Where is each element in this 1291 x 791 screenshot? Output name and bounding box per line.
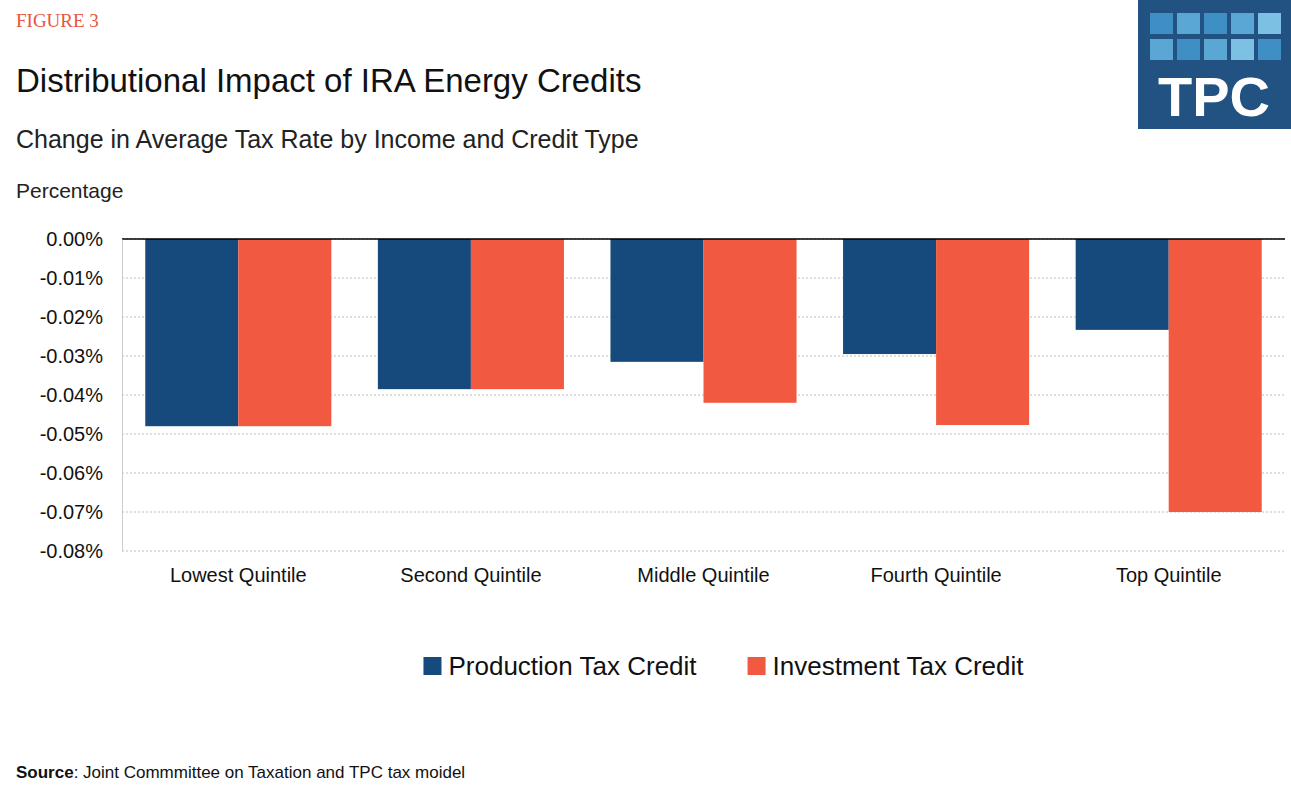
bar	[471, 239, 564, 389]
title: Distributional Impact of IRA Energy Cred…	[16, 62, 641, 99]
grid-line	[122, 434, 1285, 435]
legend-item: Investment Tax Credit	[748, 651, 1025, 681]
logo-square	[1177, 13, 1200, 34]
grid-line	[122, 512, 1285, 513]
x-tick: Fourth Quintile	[871, 551, 1002, 586]
y-axis-label: Percentage	[16, 179, 123, 202]
y-tick: -0.08%	[40, 540, 122, 562]
y-tick-label: 0.00%	[46, 228, 103, 250]
bar	[1076, 239, 1169, 330]
logo-square	[1204, 39, 1227, 60]
legend-label: Production Tax Credit	[448, 651, 697, 681]
y-tick: -0.07%	[40, 501, 122, 523]
bar	[704, 239, 797, 403]
y-tick: -0.03%	[40, 345, 122, 367]
source: Source: Joint Commmittee on Taxation and…	[16, 763, 465, 782]
x-tick: Middle Quintile	[637, 551, 769, 586]
y-tick-label: -0.03%	[40, 345, 104, 367]
x-tick: Top Quintile	[1116, 551, 1222, 586]
grid-line	[122, 551, 1285, 552]
logo-square	[1258, 39, 1281, 60]
bar	[843, 239, 936, 354]
logo-square	[1204, 13, 1227, 34]
grid-line	[122, 239, 1285, 240]
y-tick: -0.01%	[40, 267, 122, 289]
bar	[378, 239, 471, 389]
logo-background	[1138, 0, 1291, 129]
y-tick-label: -0.06%	[40, 462, 104, 484]
zero-line	[122, 238, 1285, 240]
y-tick-label: -0.08%	[40, 540, 104, 562]
figure-label: FIGURE 3	[16, 10, 99, 31]
x-tick-label: Fourth Quintile	[871, 564, 1002, 586]
logo: TPC	[1138, 0, 1291, 129]
logo-square	[1177, 39, 1200, 60]
bar	[145, 239, 238, 426]
bar	[1169, 239, 1262, 512]
x-tick-label: Middle Quintile	[637, 564, 769, 586]
logo-square	[1231, 39, 1254, 60]
logo-square	[1150, 39, 1173, 60]
legend-swatch	[423, 657, 441, 675]
y-axis-line	[122, 240, 123, 552]
x-tick-label: Second Quintile	[400, 564, 541, 586]
y-tick-label: -0.04%	[40, 384, 104, 406]
bar	[238, 239, 331, 426]
y-axis: 0.00% -0.01% -0.02% -0.03% -0.04% -0.05% -0.06…	[40, 228, 123, 562]
y-tick: -0.05%	[40, 423, 122, 445]
bar	[610, 239, 703, 362]
x-tick: Second Quintile	[400, 551, 541, 586]
x-tick-label: Top Quintile	[1116, 564, 1222, 586]
y-tick: -0.04%	[40, 384, 122, 406]
y-tick: -0.06%	[40, 462, 122, 484]
bar	[936, 239, 1029, 425]
x-tick: Lowest Quintile	[170, 551, 307, 586]
grid-line	[122, 473, 1285, 474]
bars	[145, 239, 1261, 512]
legend-label: Investment Tax Credit	[773, 651, 1025, 681]
logo-square	[1150, 13, 1173, 34]
y-tick-label: -0.01%	[40, 267, 104, 289]
logo-square	[1258, 13, 1281, 34]
legend-swatch	[748, 657, 766, 675]
y-tick-label: -0.05%	[40, 423, 104, 445]
x-tick-label: Lowest Quintile	[170, 564, 307, 586]
subtitle: Change in Average Tax Rate by Income and…	[16, 125, 639, 153]
y-tick-label: -0.07%	[40, 501, 104, 523]
y-tick: -0.02%	[40, 306, 122, 328]
grid	[122, 239, 1285, 551]
legend: Production Tax Credit Investment Tax Cred…	[423, 651, 1024, 681]
y-tick: 0.00%	[46, 228, 122, 250]
chart-svg: FIGURE 3 Distributional Impact of IRA Ene…	[0, 0, 1291, 791]
logo-square	[1231, 13, 1254, 34]
x-axis: Lowest Quintile Second Quintile Middle Qui…	[170, 551, 1222, 586]
legend-item: Production Tax Credit	[423, 651, 697, 681]
chart-container: FIGURE 3 Distributional Impact of IRA Ene…	[0, 0, 1291, 791]
y-tick-label: -0.02%	[40, 306, 104, 328]
logo-text: TPC	[1158, 65, 1270, 128]
